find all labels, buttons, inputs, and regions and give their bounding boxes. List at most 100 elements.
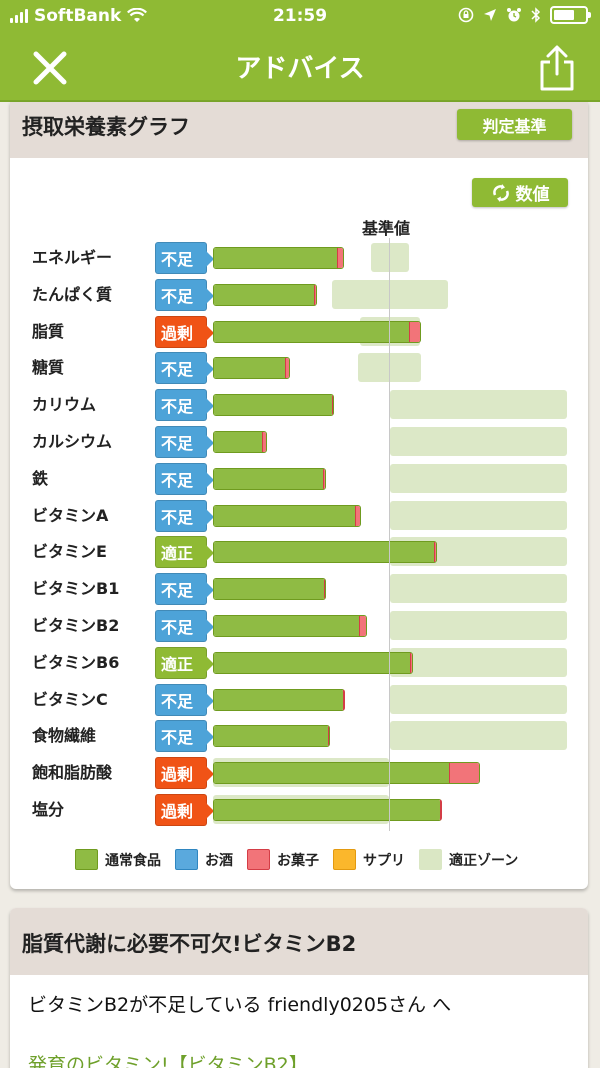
legend-swatch	[419, 849, 442, 870]
intake-bar	[213, 247, 344, 269]
status-badge: 過剰	[155, 316, 214, 348]
criteria-button[interactable]: 判定基準	[457, 109, 572, 140]
legend-label: サプリ	[363, 852, 405, 869]
status-badge: 不足	[155, 279, 214, 311]
status-badge: 適正	[155, 536, 214, 568]
bar-segment-regular-food	[214, 726, 328, 746]
intake-bar	[213, 321, 421, 343]
status-badge: 不足	[155, 463, 214, 495]
bar-segment-snacks	[355, 506, 360, 526]
intake-bar	[213, 468, 326, 490]
advice-subtitle: ビタミンB2が不足している friendly0205さん へ	[28, 994, 452, 1016]
nutrient-label: 鉄	[32, 469, 49, 488]
status-badge: 不足	[155, 426, 214, 458]
bar-segment-snacks	[324, 579, 325, 599]
status-bar: SoftBank 21:59	[0, 0, 600, 34]
nutrient-label: ビタミンB6	[32, 653, 120, 672]
appropriate-zone	[332, 280, 448, 309]
legend-label: 通常食品	[105, 852, 161, 869]
legend-label: お酒	[205, 852, 233, 869]
legend-swatch	[175, 849, 198, 870]
intake-bar	[213, 578, 326, 600]
values-button-label: 数値	[515, 185, 550, 205]
legend-swatch	[333, 849, 356, 870]
appropriate-zone	[390, 721, 567, 750]
graph-card-title: 摂取栄養素グラフ	[22, 115, 190, 139]
battery-icon	[550, 6, 591, 24]
intake-bar	[213, 394, 334, 416]
nutrient-label: 塩分	[32, 800, 65, 819]
appropriate-zone	[371, 243, 409, 272]
legend-item: お菓子	[247, 849, 319, 870]
intake-bar	[213, 725, 330, 747]
share-icon	[540, 45, 574, 91]
nutrient-label: 飽和脂肪酸	[32, 763, 113, 782]
bar-segment-regular-food	[214, 322, 410, 342]
graph-card-header: 摂取栄養素グラフ 判定基準	[10, 102, 588, 158]
values-toggle-button[interactable]: 数値	[472, 178, 568, 207]
bar-segment-regular-food	[214, 395, 332, 415]
baseline-line	[389, 238, 390, 831]
bar-segment-regular-food	[214, 616, 360, 636]
status-badge: 不足	[155, 352, 214, 384]
bar-segment-snacks	[332, 395, 333, 415]
bar-segment-snacks	[409, 322, 420, 342]
legend-label: 適正ゾーン	[449, 852, 519, 869]
legend-label: お菓子	[277, 852, 319, 869]
advice-card: 脂質代謝に必要不可欠!ビタミンB2	[10, 908, 588, 1068]
appropriate-zone	[390, 390, 567, 419]
bar-segment-snacks	[337, 248, 343, 268]
bar-segment-regular-food	[214, 285, 315, 305]
close-button[interactable]	[30, 48, 70, 88]
intake-bar	[213, 615, 367, 637]
refresh-icon	[492, 183, 509, 202]
intake-bar	[213, 762, 480, 784]
appropriate-zone	[390, 464, 567, 493]
status-badge: 不足	[155, 242, 214, 274]
nutrient-label: ビタミンE	[32, 542, 107, 561]
appropriate-zone	[390, 685, 567, 714]
nutrient-label: ビタミンA	[32, 506, 109, 525]
intake-bar	[213, 652, 413, 674]
nutrient-label: たんぱく質	[32, 285, 113, 304]
intake-bar	[213, 357, 290, 379]
intake-bar	[213, 284, 317, 306]
bar-segment-snacks	[434, 542, 436, 562]
signal-icon	[10, 9, 28, 23]
nutrient-graph-card: 摂取栄養素グラフ 判定基準 数値	[10, 102, 588, 889]
nutrient-label: 糖質	[32, 358, 65, 377]
bar-segment-regular-food	[214, 763, 450, 783]
status-badge: 不足	[155, 389, 214, 421]
status-badge: 適正	[155, 647, 214, 679]
share-button[interactable]	[536, 44, 578, 92]
nutrient-label: ビタミンB1	[32, 579, 120, 598]
bar-segment-regular-food	[214, 432, 263, 452]
status-badge: 過剰	[155, 794, 214, 826]
nutrient-label: エネルギー	[32, 248, 113, 267]
intake-bar	[213, 799, 442, 821]
intake-bar	[213, 541, 437, 563]
status-badge: 不足	[155, 610, 214, 642]
appropriate-zone	[390, 427, 567, 456]
legend-swatch	[75, 849, 98, 870]
bar-segment-regular-food	[214, 653, 411, 673]
bar-segment-regular-food	[214, 506, 356, 526]
bar-segment-snacks	[410, 653, 412, 673]
orientation-lock-icon	[458, 7, 474, 23]
location-icon	[484, 9, 496, 21]
bar-segment-snacks	[285, 358, 289, 378]
bar-segment-regular-food	[214, 248, 338, 268]
bar-segment-snacks	[323, 469, 325, 489]
alarm-icon	[507, 8, 521, 22]
status-left: SoftBank	[10, 6, 148, 26]
bar-segment-regular-food	[214, 690, 343, 710]
status-badge: 不足	[155, 684, 214, 716]
appropriate-zone	[390, 574, 567, 603]
status-badge: 過剰	[155, 757, 214, 789]
bar-segment-regular-food	[214, 358, 286, 378]
bar-segment-snacks	[262, 432, 266, 452]
advice-card-header: 脂質代謝に必要不可欠!ビタミンB2	[10, 908, 588, 975]
advice-article-link[interactable]: 発育のビタミン!【ビタミンB2】	[28, 1054, 308, 1068]
bar-segment-regular-food	[214, 542, 435, 562]
